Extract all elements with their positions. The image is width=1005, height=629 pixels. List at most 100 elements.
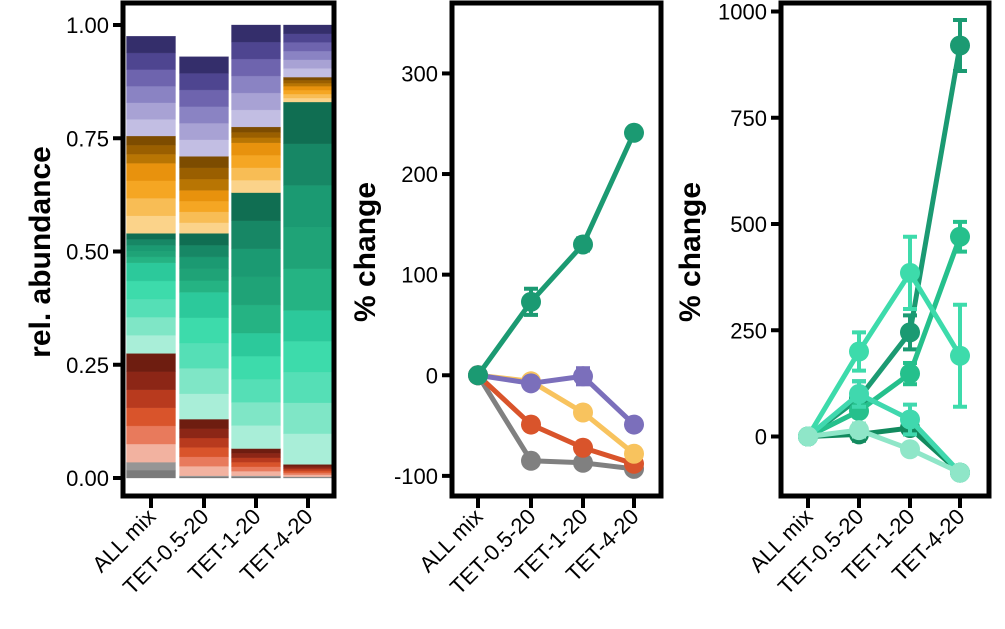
bar-segment-grey bbox=[179, 476, 229, 479]
bar-segment-green-dark bbox=[179, 268, 229, 281]
bar-segment-orange bbox=[126, 215, 176, 234]
bar-segment-red-orange bbox=[126, 371, 176, 390]
series-green bbox=[468, 122, 644, 386]
bar-segment-red-orange bbox=[126, 443, 176, 463]
bar-segment-green-dark bbox=[283, 268, 333, 311]
bar-segment-teal-light bbox=[283, 402, 333, 434]
bar-segment-grey bbox=[231, 476, 281, 479]
series-line bbox=[476, 373, 635, 467]
bar-segment-red-orange bbox=[283, 466, 333, 469]
bar-segment-purple bbox=[179, 123, 229, 140]
bar-segment-purple bbox=[179, 89, 229, 107]
bar-segment-orange bbox=[126, 180, 176, 199]
bar-segment-orange bbox=[283, 86, 333, 91]
bar-segment-purple bbox=[126, 102, 176, 120]
y-tick-label: 0.00 bbox=[66, 466, 109, 491]
bar-segment-red-orange bbox=[126, 407, 176, 427]
bar-segment-red-orange bbox=[231, 448, 281, 454]
bar-segment-red-orange bbox=[179, 466, 229, 476]
bar-segment-brown bbox=[179, 178, 229, 191]
data-point bbox=[798, 426, 818, 447]
bar-segment-brown bbox=[126, 153, 176, 164]
panel-frame bbox=[120, 0, 337, 499]
bar-segment-orange bbox=[179, 222, 229, 234]
bar-segment-brown bbox=[231, 132, 281, 138]
bar-segment-purple bbox=[231, 75, 281, 94]
bar-segment-brown bbox=[179, 167, 229, 180]
percent-change-panel-1: -100 0 100 200 300 ALL mixTET-0.5-20TET-1-20… bbox=[349, 0, 664, 599]
bar-segment-red-orange bbox=[283, 472, 333, 475]
y-tick-label: 500 bbox=[730, 212, 767, 237]
bar-segment-red-orange bbox=[179, 428, 229, 439]
bar-segment-orange bbox=[231, 167, 281, 181]
y-tick-label: 750 bbox=[730, 106, 767, 131]
bar-segment-red-orange bbox=[179, 437, 229, 448]
bar-segment-green-dark bbox=[283, 101, 333, 144]
bar-segment-orange bbox=[283, 97, 333, 103]
bar-segment-green-dark bbox=[231, 304, 281, 334]
bar-segment-teal-light bbox=[179, 368, 229, 394]
bar-segment-teal-light bbox=[231, 425, 281, 449]
bar-segment-green-dark bbox=[231, 192, 281, 221]
bar-segment-grey bbox=[179, 475, 229, 478]
bar-segment-green-dark bbox=[231, 248, 281, 278]
bar-segment-purple bbox=[126, 69, 176, 87]
bar-segment-red-orange bbox=[126, 353, 176, 372]
stacked-bar-panel: 0.00 0.25 0.50 0.75 1.00 ALL mixTET-0.5-20TE… bbox=[24, 0, 337, 599]
bar-segment-teal-light bbox=[179, 393, 229, 420]
bar-segment-teal-light bbox=[126, 280, 176, 300]
bar-segment-orange bbox=[283, 93, 333, 99]
y-tick-label: 100 bbox=[401, 263, 438, 288]
y-tick-label: 300 bbox=[401, 61, 438, 86]
bar-segment-teal-light bbox=[126, 262, 176, 282]
bar-segment-teal-light bbox=[179, 292, 229, 318]
bar-segment-orange bbox=[179, 211, 229, 223]
percent-change-panel-2: 0 250 500 750 1000 ALL mixTET-0.5-20TET-1-20… bbox=[674, 0, 992, 599]
data-point bbox=[900, 322, 920, 343]
bar-segment-red-orange bbox=[231, 452, 281, 458]
y-tick-label: -100 bbox=[394, 464, 438, 489]
bar-segment-teal-light bbox=[231, 402, 281, 426]
series-lines bbox=[468, 122, 644, 479]
bar-segment-purple bbox=[231, 58, 281, 77]
bar-segment-teal-light bbox=[126, 298, 176, 318]
data-point bbox=[521, 373, 541, 394]
bar-segment-brown bbox=[283, 79, 333, 84]
bar-segment-green-dark bbox=[179, 245, 229, 258]
bar-segment-brown bbox=[231, 126, 281, 133]
series-line bbox=[475, 373, 635, 472]
y-axis-label: rel. abundance bbox=[24, 146, 57, 358]
series-pale-teal bbox=[798, 420, 970, 483]
bar-segment-grey bbox=[126, 469, 176, 479]
bar-segment-purple bbox=[283, 33, 333, 43]
bar-segment-teal-light bbox=[283, 310, 333, 342]
y-tick-label: 0 bbox=[426, 363, 438, 388]
bar-segment-orange bbox=[231, 180, 281, 193]
bar-segment-green-dark bbox=[126, 233, 176, 240]
series-line bbox=[805, 270, 963, 438]
bar-segment-teal-light bbox=[283, 433, 333, 465]
bar-segment-purple bbox=[283, 50, 333, 60]
bar-segment-red-orange bbox=[179, 456, 229, 467]
bar-segment-purple bbox=[126, 52, 176, 70]
data-point bbox=[900, 409, 920, 430]
bar-segment-orange bbox=[231, 142, 281, 156]
bar-segment-brown bbox=[283, 82, 333, 87]
y-tick-label: 0.50 bbox=[66, 240, 109, 265]
bar-segment-purple bbox=[126, 36, 176, 54]
bar-segment-purple bbox=[179, 56, 229, 74]
bar-segment-teal-light bbox=[126, 317, 176, 336]
data-point bbox=[521, 414, 541, 435]
data-point bbox=[624, 443, 644, 464]
data-point bbox=[521, 291, 541, 312]
stacked-bar-0 bbox=[126, 36, 176, 479]
bar-segment-green-dark bbox=[231, 276, 281, 306]
series-line bbox=[807, 427, 962, 475]
y-axis-ticks: -100 0 100 200 300 bbox=[394, 61, 450, 489]
series-line bbox=[806, 45, 963, 439]
bar-segment-purple bbox=[179, 73, 229, 91]
bar-segment-teal-light bbox=[231, 355, 281, 380]
bar-segment-red-orange bbox=[231, 457, 281, 463]
